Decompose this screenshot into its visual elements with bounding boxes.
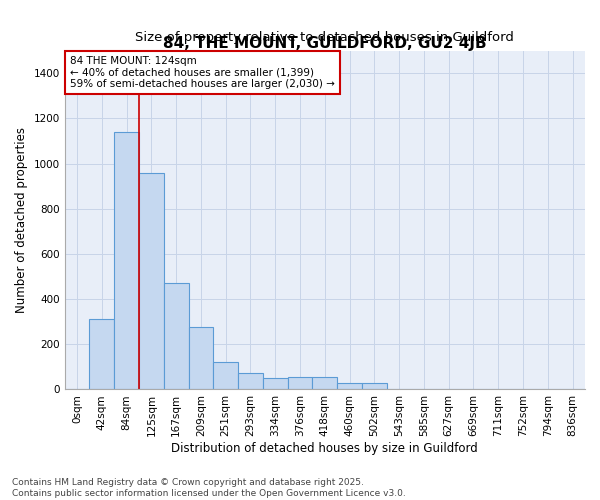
Text: 84 THE MOUNT: 124sqm
← 40% of detached houses are smaller (1,399)
59% of semi-de: 84 THE MOUNT: 124sqm ← 40% of detached h… <box>70 56 335 89</box>
Bar <box>238 372 263 390</box>
Bar <box>287 377 313 390</box>
Y-axis label: Number of detached properties: Number of detached properties <box>15 127 28 313</box>
Bar <box>164 284 188 390</box>
Bar <box>188 328 214 390</box>
Bar <box>214 362 238 390</box>
Bar <box>139 172 164 390</box>
X-axis label: Distribution of detached houses by size in Guildford: Distribution of detached houses by size … <box>172 442 478 455</box>
Text: Contains HM Land Registry data © Crown copyright and database right 2025.
Contai: Contains HM Land Registry data © Crown c… <box>12 478 406 498</box>
Bar <box>337 382 362 390</box>
Bar <box>114 132 139 390</box>
Bar <box>313 377 337 390</box>
Bar <box>89 320 114 390</box>
Bar <box>263 378 287 390</box>
Text: Size of property relative to detached houses in Guildford: Size of property relative to detached ho… <box>136 31 514 44</box>
Title: 84, THE MOUNT, GUILDFORD, GU2 4JB: 84, THE MOUNT, GUILDFORD, GU2 4JB <box>163 36 487 51</box>
Bar <box>362 382 387 390</box>
